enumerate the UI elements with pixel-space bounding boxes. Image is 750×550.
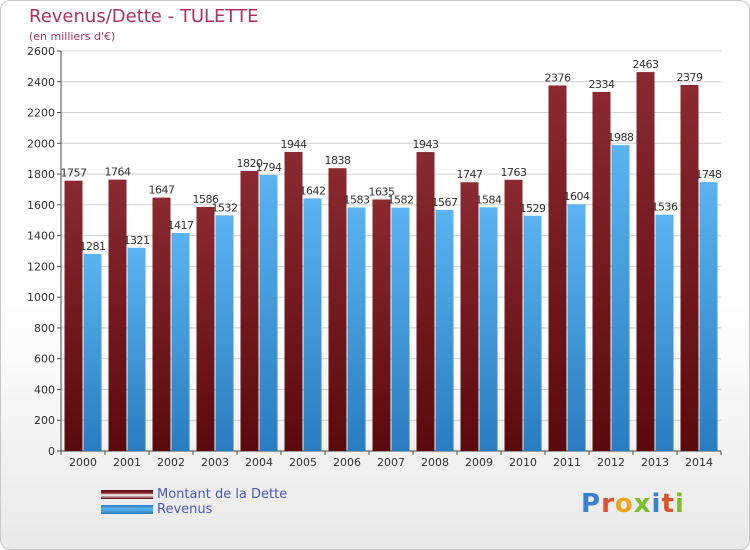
data-label-revenus: 1582: [388, 194, 414, 207]
y-tick-label: 2200: [27, 107, 55, 120]
bar-dette: [504, 179, 523, 451]
x-tick-label: 2012: [597, 456, 625, 469]
bar-revenus: [347, 207, 366, 451]
bar-dette: [636, 72, 655, 452]
bar-dette: [372, 199, 391, 451]
bar-dette: [548, 85, 567, 451]
y-tick-label: 800: [34, 322, 55, 335]
data-label-dette: 2334: [589, 78, 615, 91]
data-label-dette: 1764: [105, 166, 131, 179]
x-tick-label: 2006: [333, 456, 361, 469]
y-tick-label: 1600: [27, 199, 55, 212]
bar-revenus: [479, 207, 498, 451]
chart-title: Revenus/Dette - TULETTE: [29, 6, 259, 27]
data-label-revenus: 1988: [608, 131, 634, 144]
data-label-dette: 1820: [237, 157, 263, 170]
data-label-dette: 1944: [281, 138, 307, 151]
y-tick-label: 600: [34, 353, 55, 366]
data-label-dette: 1647: [149, 184, 175, 197]
bar-dette: [460, 182, 479, 451]
bar-dette: [64, 180, 83, 451]
legend-label-revenus: Revenus: [157, 502, 213, 517]
bar-revenus: [523, 215, 542, 451]
x-tick-label: 2009: [465, 456, 493, 469]
data-label-revenus: 1321: [124, 234, 150, 247]
bar-revenus: [391, 207, 410, 451]
bar-dette: [416, 152, 435, 452]
y-tick-label: 0: [48, 445, 55, 458]
y-tick-label: 200: [34, 414, 55, 427]
x-tick-label: 2003: [201, 456, 229, 469]
bar-revenus: [171, 233, 190, 451]
x-tick-label: 2014: [685, 456, 713, 469]
legend-swatch-dette: [101, 490, 153, 499]
data-label-dette: 1838: [325, 154, 351, 167]
bar-revenus: [303, 198, 322, 451]
data-label-revenus: 1567: [432, 196, 458, 209]
legend-swatch-revenus: [101, 505, 153, 514]
bar-revenus: [127, 247, 146, 451]
x-tick-label: 2004: [245, 456, 273, 469]
x-tick-label: 2001: [113, 456, 141, 469]
data-label-dette: 2379: [677, 71, 703, 84]
data-label-dette: 2376: [545, 71, 571, 84]
bar-dette: [284, 151, 303, 451]
y-tick-label: 1800: [27, 168, 55, 181]
data-label-dette: 1586: [193, 193, 219, 206]
y-tick-label: 2000: [27, 137, 55, 150]
x-tick-label: 2010: [509, 456, 537, 469]
bar-dette: [328, 168, 347, 451]
chart-subtitle: (en milliers d'€): [29, 30, 116, 43]
x-tick-label: 2008: [421, 456, 449, 469]
data-label-revenus: 1642: [300, 184, 326, 197]
y-tick-label: 2600: [27, 45, 55, 58]
bar-dette: [108, 179, 127, 451]
y-tick-label: 400: [34, 383, 55, 396]
y-tick-label: 1200: [27, 260, 55, 273]
data-label-revenus: 1536: [652, 201, 678, 214]
x-tick-label: 2002: [157, 456, 185, 469]
bar-revenus: [611, 145, 630, 451]
x-tick-label: 2011: [553, 456, 581, 469]
bar-revenus: [259, 175, 278, 451]
data-label-dette: 1747: [457, 168, 483, 181]
data-label-dette: 2463: [633, 58, 659, 71]
data-label-dette: 1943: [413, 138, 439, 151]
bar-dette: [592, 91, 611, 451]
legend-label-dette: Montant de la Dette: [157, 487, 288, 502]
bar-dette: [196, 207, 215, 451]
data-label-revenus: 1583: [344, 193, 370, 206]
x-tick-label: 2013: [641, 456, 669, 469]
y-tick-label: 2400: [27, 76, 55, 89]
bar-revenus: [699, 182, 718, 452]
x-tick-label: 2005: [289, 456, 317, 469]
data-label-revenus: 1529: [520, 202, 546, 215]
data-label-dette: 1635: [369, 185, 395, 198]
data-label-dette: 1757: [61, 167, 87, 180]
bar-dette: [680, 85, 699, 451]
proxiti-logo: Proxiti: [581, 489, 685, 519]
data-label-revenus: 1281: [80, 240, 106, 253]
bar-dette: [240, 171, 259, 451]
y-tick-label: 1400: [27, 230, 55, 243]
bar-revenus: [215, 215, 234, 451]
data-label-dette: 1763: [501, 166, 527, 179]
bar-revenus: [83, 253, 102, 451]
bar-revenus: [567, 204, 586, 451]
y-tick-label: 1000: [27, 291, 55, 304]
data-label-revenus: 1584: [476, 193, 502, 206]
x-tick-label: 2007: [377, 456, 405, 469]
data-label-revenus: 1748: [696, 168, 722, 181]
data-label-revenus: 1794: [256, 161, 282, 174]
bar-dette: [152, 197, 171, 451]
x-tick-label: 2000: [69, 456, 97, 469]
data-label-revenus: 1604: [564, 190, 590, 203]
data-label-revenus: 1532: [212, 201, 238, 214]
bar-revenus: [435, 209, 454, 451]
data-label-revenus: 1417: [168, 219, 194, 232]
bar-revenus: [655, 214, 674, 451]
